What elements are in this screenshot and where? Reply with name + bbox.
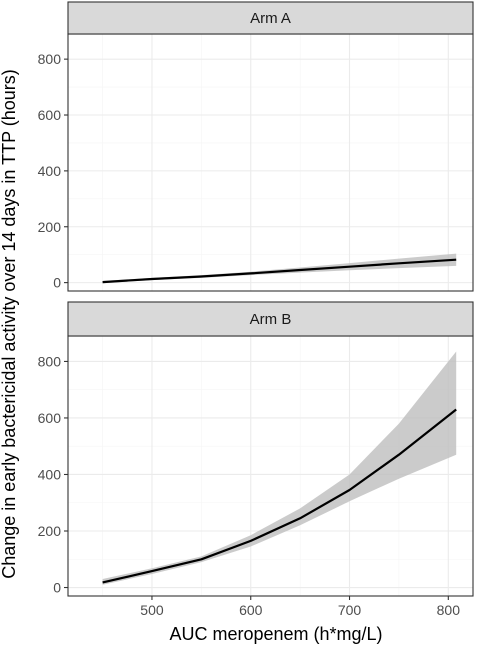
panel-2-y-tick-label: 800: [38, 353, 62, 369]
panel-1-confidence-band: [102, 253, 457, 284]
panel-1-y-tick-label: 200: [38, 219, 62, 235]
panel-1-y-tick-label: 800: [38, 51, 62, 67]
panel-2-y-tick-label: 0: [53, 580, 61, 596]
panel-2-y-tick-label: 200: [38, 523, 62, 539]
panel-2-y-tick-label: 600: [38, 410, 62, 426]
panel-2-strip-label: Arm B: [250, 311, 292, 328]
panel-1-y-tick-label: 600: [38, 107, 62, 123]
y-axis-title: Change in early bactericidal activity ov…: [0, 69, 19, 579]
panel-1-y-tick-label: 400: [38, 163, 62, 179]
x-tick-label: 500: [140, 602, 164, 618]
panel-1-y-tick-label: 0: [53, 275, 61, 291]
x-axis-title: AUC meropenem (h*mg/L): [169, 624, 382, 644]
panel-1: Arm A 0 200 400 600 800: [38, 1, 474, 292]
panel-2-fit-line: [102, 408, 457, 584]
panel-1-strip: [67, 1, 474, 35]
panel-2-confidence-band: [102, 351, 457, 585]
x-tick-label: 700: [338, 602, 362, 618]
panel-2-strip: [67, 301, 474, 337]
x-tick-label: 600: [239, 602, 263, 618]
panel-2: Arm B 0 200 400 600 800 500 600 700 800: [38, 301, 474, 618]
panel-2-y-tick-label: 400: [38, 466, 62, 482]
panel-1-fit-line: [102, 258, 457, 284]
x-tick-label: 800: [437, 602, 461, 618]
panel-1-background: [68, 34, 473, 291]
panel-1-strip-label: Arm A: [250, 10, 291, 27]
